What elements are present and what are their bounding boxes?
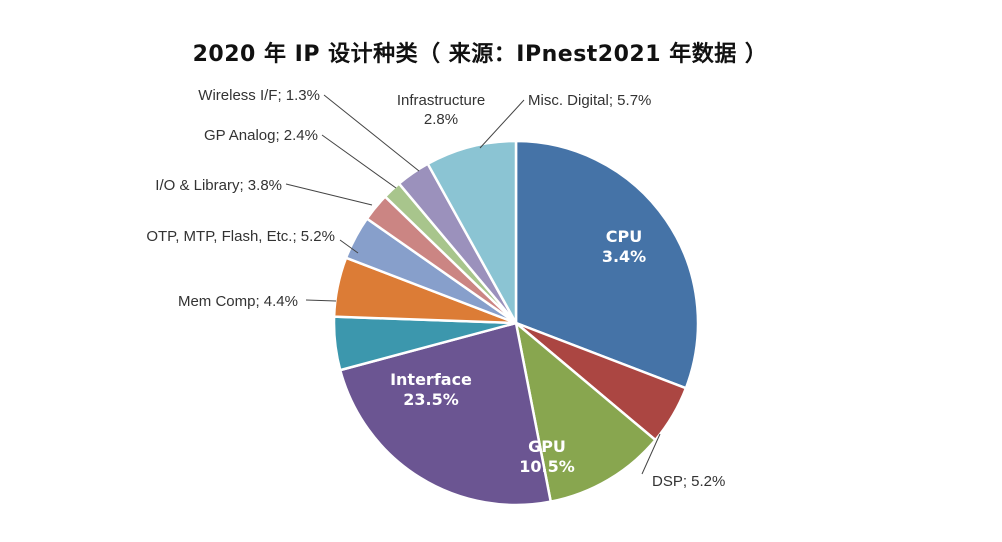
- slice-label-misc-digital: Misc. Digital; 5.7%: [528, 92, 651, 109]
- leader-line-dsp: [641, 433, 661, 475]
- slice-label-gp-analog: GP Analog; 2.4%: [204, 127, 318, 144]
- pie-slice-gpu: [514, 321, 657, 503]
- leader-line-i-o-library: [285, 183, 373, 206]
- slice-value-interface: 23.5%: [403, 390, 459, 409]
- slice-label-wireless-i-f: Wireless I/F; 1.3%: [198, 87, 320, 104]
- slice-label-cpu: CPU: [606, 227, 642, 246]
- pie-slices: [332, 139, 700, 507]
- slice-label-otp-mtp-flash-etc: OTP, MTP, Flash, Etc.; 5.2%: [146, 228, 335, 245]
- pie-slice-misc-digital: [426, 139, 518, 325]
- slice-label-dsp: DSP; 5.2%: [652, 473, 725, 490]
- slice-value-infrastructure: 2.8%: [424, 111, 458, 128]
- leader-line-mem-comp: [305, 299, 337, 302]
- slice-value-cpu: 3.4%: [602, 247, 646, 266]
- leader-line-otp-mtp-flash-etc: [339, 239, 359, 254]
- slice-label-mem-comp: Mem Comp; 4.4%: [178, 293, 298, 310]
- slice-label-i-o-library: I/O & Library; 3.8%: [155, 177, 282, 194]
- slice-label-infrastructure: Infrastructure: [397, 92, 485, 109]
- slice-value-gpu: 10.5%: [519, 457, 575, 476]
- leader-line-wireless-i-f: [323, 94, 420, 172]
- leader-line-gp-analog: [321, 134, 397, 189]
- leader-line-misc-digital: [479, 99, 525, 149]
- chart-title: 2020 年 IP 设计种类（ 来源：IPnest2021 年数据 ）: [192, 42, 768, 67]
- slice-label-gpu: GPU: [528, 437, 566, 456]
- pie-slice-interface: [338, 321, 552, 507]
- pie-slice-cpu: [514, 139, 700, 390]
- slice-label-interface: Interface: [390, 370, 472, 389]
